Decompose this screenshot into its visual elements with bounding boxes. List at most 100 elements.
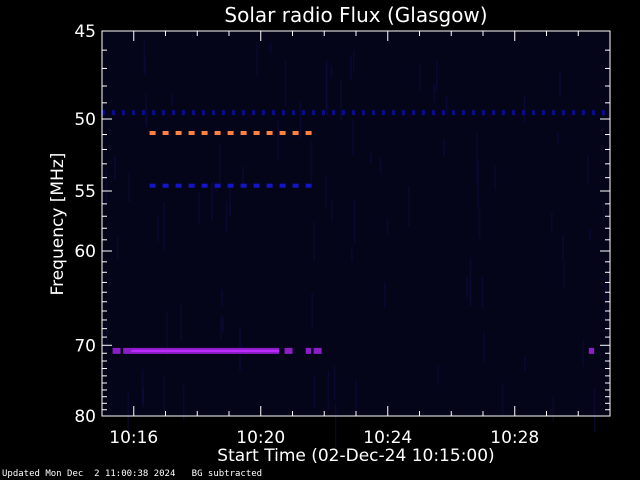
noise-stripe: [256, 42, 258, 77]
noise-stripe: [593, 387, 596, 433]
band-dash: [462, 110, 465, 116]
band-segment: [112, 347, 121, 354]
noise-stripe: [157, 215, 159, 242]
x-tick-label: 10:20: [236, 428, 285, 448]
noise-stripe: [524, 355, 526, 372]
noise-stripe: [478, 206, 481, 239]
band-dash: [572, 110, 575, 116]
noise-stripe: [587, 156, 589, 184]
band-dash: [279, 131, 286, 135]
x-tick-label: 10:28: [490, 428, 539, 448]
noise-stripe: [351, 246, 353, 262]
band-dash: [502, 110, 505, 116]
noise-stripe: [353, 51, 355, 73]
noise-stripe: [313, 375, 316, 408]
band-dash: [342, 110, 345, 116]
noise-stripe: [433, 83, 436, 103]
band-segment: [123, 347, 132, 354]
footer-note: BG subtracted: [191, 469, 263, 479]
band-dash: [312, 110, 315, 116]
band-dash: [602, 110, 605, 116]
noise-stripe: [220, 315, 222, 339]
band-dash: [562, 110, 565, 116]
band-dash: [162, 110, 165, 116]
x-axis-label: Start Time (02-Dec-24 10:15:00): [217, 446, 494, 466]
noise-stripe: [284, 60, 287, 106]
noise-stripe: [466, 277, 468, 298]
noise-stripe: [589, 229, 591, 241]
band-dash: [512, 110, 515, 116]
band-dash: [592, 110, 595, 116]
noise-stripe: [144, 57, 146, 75]
band-dash: [305, 183, 312, 188]
noise-stripe: [106, 322, 108, 351]
band-dash: [182, 110, 185, 116]
band-dash: [175, 131, 182, 135]
plot-background: [102, 31, 610, 416]
band-dash: [262, 110, 265, 116]
band-dash: [272, 110, 275, 116]
noise-stripe: [437, 365, 439, 385]
noise-stripe: [128, 173, 130, 202]
noise-stripe: [311, 293, 313, 330]
noise-stripe: [127, 392, 129, 442]
noise-stripe: [476, 133, 478, 182]
noise-stripe: [229, 185, 231, 217]
noise-stripe: [445, 95, 448, 114]
band-dash: [292, 131, 299, 135]
band-dash: [172, 110, 175, 116]
y-tick-label: 60: [74, 242, 96, 262]
band-dash: [201, 131, 208, 135]
band-dash: [452, 110, 455, 116]
y-axis-ticks: 45 50 55 60 70 80: [74, 22, 610, 427]
band-dash: [242, 110, 245, 116]
band-dash: [227, 183, 234, 188]
noise-stripe: [370, 152, 372, 164]
noise-stripe: [559, 71, 561, 98]
band-dash: [112, 110, 115, 116]
band-segment: [284, 347, 293, 354]
band-dash: [372, 110, 375, 116]
noise-stripe: [219, 145, 221, 187]
noise-stripe: [325, 176, 327, 208]
noise-stripe: [334, 403, 337, 449]
band-dash: [232, 110, 235, 116]
band-dash: [412, 110, 415, 116]
noise-stripe: [501, 383, 504, 415]
noise-stripe: [180, 303, 182, 342]
band-dash: [212, 110, 215, 116]
band-dash: [149, 131, 156, 135]
band-dash: [532, 110, 535, 116]
footer: Updated Mon Dec 2 11:00:38 2024 BG subtr…: [2, 469, 262, 479]
band-dash: [362, 110, 365, 116]
noise-stripe: [166, 311, 169, 356]
noise-stripe: [333, 366, 336, 401]
band-dash: [302, 110, 305, 116]
noise-stripe: [141, 369, 144, 403]
band-dash: [162, 183, 169, 188]
noise-stripe: [481, 277, 484, 310]
plot-features: [102, 110, 605, 354]
y-tick-label: 45: [74, 22, 96, 42]
band-core: [131, 349, 280, 352]
band-dash: [332, 110, 335, 116]
band-dash: [552, 110, 555, 116]
band-dash: [292, 183, 299, 188]
band-dash: [442, 110, 445, 116]
noise-stripe: [331, 200, 333, 221]
noise-stripe: [379, 158, 382, 175]
noise-stripe: [242, 166, 244, 190]
noise-stripe: [562, 234, 564, 262]
chart-title: Solar radio Flux (Glasgow): [224, 3, 487, 27]
band-dash: [542, 110, 545, 116]
noise-stripe: [105, 169, 108, 203]
y-axis-label: Frequency [MHz]: [48, 153, 68, 296]
band-dash: [282, 110, 285, 116]
band-dash: [240, 131, 247, 135]
band-dash: [492, 110, 495, 116]
noise-stripe: [116, 237, 119, 259]
noise-stripe: [582, 340, 585, 367]
noise-stripe: [477, 161, 479, 209]
x-tick-label: 10:24: [363, 428, 412, 448]
